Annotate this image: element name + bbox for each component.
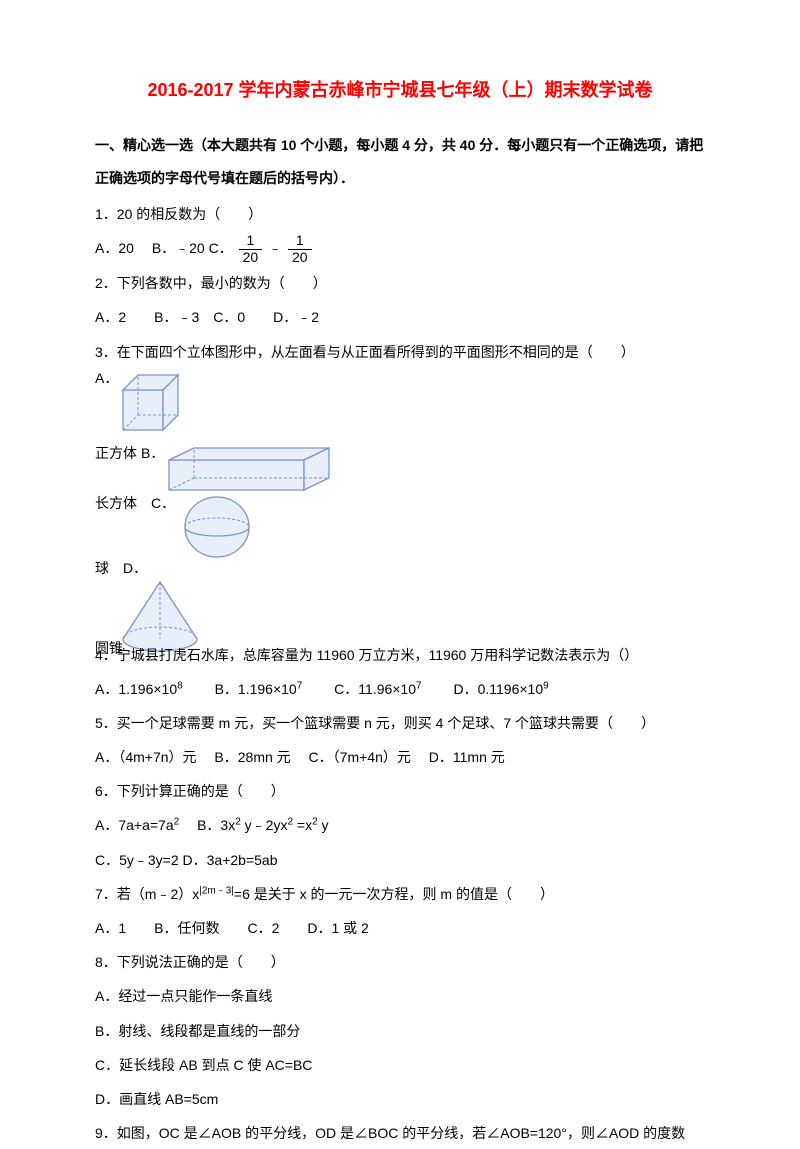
question-2-options: A．2 B．﹣3 C．0 D．﹣2 [95, 301, 705, 333]
frac-num: 1 [288, 233, 312, 249]
question-5-options: A．（4m+7n）元 B．28mn 元 C．（7m+4n）元 D．11mn 元 [95, 741, 705, 773]
q1-frac-c: 1 20 [239, 233, 263, 265]
q3-d-label: D． [123, 560, 147, 577]
question-3: 3．在下面四个立体图形中，从左面看与从正面看所得到的平面图形不相同的是（ ） [95, 336, 705, 368]
q3-c-name: 球 [95, 560, 109, 577]
question-8-a: A．经过一点只能作一条直线 [95, 980, 705, 1012]
cube-icon [118, 370, 193, 445]
q4-b: B．1.196×10 [187, 681, 297, 697]
q1-neg: ﹣ [268, 240, 282, 256]
question-5: 5．买一个足球需要 m 元，买一个篮球需要 n 元，则买 4 个足球、7 个篮球… [95, 707, 705, 739]
question-9: 9．如图，OC 是∠AOB 的平分线，OD 是∠BOC 的平分线，若∠AOB=1… [95, 1117, 705, 1149]
q3-option-c: 长方体 C． [95, 495, 705, 560]
question-4: 4．宁城县打虎石水库，总库容量为 11960 万立方米，11960 万用科学记数… [95, 639, 705, 671]
question-8-b: B．射线、线段都是直线的一部分 [95, 1015, 705, 1047]
page-title: 2016-2017 学年内蒙古赤峰市宁城县七年级（上）期末数学试卷 [95, 70, 705, 111]
q4-a: A．1.196×10 [95, 681, 177, 697]
sphere-icon [175, 495, 260, 560]
q6-bs3: 2 [312, 817, 318, 828]
q3-a-name: 正方体 [95, 445, 137, 462]
question-4-options: A．1.196×108 B．1.196×107 C．11.96×107 D．0.… [95, 673, 705, 705]
cuboid-icon [164, 445, 339, 495]
question-7-options: A．1 B．任何数 C．2 D．1 或 2 [95, 912, 705, 944]
q6-a-sup: 2 [174, 817, 180, 828]
question-6-options-1: A．7a+a=7a2 B．3x2 y﹣2yx2 =x2 y [95, 809, 705, 841]
q7-pre: 7．若（m﹣2）x [95, 886, 199, 902]
q1-opt-a: A．20 [95, 240, 134, 256]
question-8-d: D．画直线 AB=5cm [95, 1083, 705, 1115]
question-1: 1．20 的相反数为（ ） [95, 198, 705, 230]
q7-post: =6 是关于 x 的一元一次方程，则 m 的值是（ ） [234, 886, 554, 902]
question-1-options: A．20 B．﹣20 C． 1 20 ﹣ 1 20 [95, 232, 705, 265]
section-heading: 一、精心选一选（本大题共有 10 个小题，每小题 4 分，共 40 分．每小题只… [95, 129, 705, 193]
q6-b3: =x [297, 817, 312, 833]
q1-frac-d: 1 20 [288, 233, 312, 265]
q4-d: D．0.1196×10 [425, 681, 543, 697]
q1-opt-c-pre: C． [209, 240, 233, 256]
question-7: 7．若（m﹣2）x|2m﹣3|=6 是关于 x 的一元一次方程，则 m 的值是（… [95, 878, 705, 910]
q3-option-d: 球 D． [95, 560, 705, 577]
q7-sup: |2m﹣3| [199, 885, 234, 896]
frac-den: 20 [239, 250, 263, 265]
q4-b-sup: 7 [297, 680, 303, 691]
question-2: 2．下列各数中，最小的数为（ ） [95, 267, 705, 299]
q3-b-label: B． [141, 445, 164, 462]
q1-opt-b: B．﹣20 [152, 240, 205, 256]
question-6: 6．下列计算正确的是（ ） [95, 775, 705, 807]
q3-option-a: A． [95, 370, 705, 445]
question-8: 8．下列说法正确的是（ ） [95, 946, 705, 978]
q3-c-label: C． [151, 495, 175, 512]
q6-bs1: 2 [235, 817, 241, 828]
q4-c-sup: 7 [416, 680, 422, 691]
frac-num: 1 [239, 233, 263, 249]
q4-a-sup: 8 [177, 680, 183, 691]
q6-b2: y﹣2yx [245, 817, 288, 833]
q6-b4: y [322, 817, 329, 833]
q3-a-label: A． [95, 370, 118, 387]
question-6-options-2: C．5y﹣3y=2 D．3a+2b=5ab [95, 844, 705, 876]
q6-b1: B．3x [183, 817, 235, 833]
q3-b-name: 长方体 [95, 495, 137, 512]
q4-c: C．11.96×10 [306, 681, 416, 697]
q6-bs2: 2 [287, 817, 293, 828]
q6-a: A．7a+a=7a [95, 817, 174, 833]
q3-option-b: 正方体 B． [95, 445, 705, 495]
q4-d-sup: 9 [543, 680, 549, 691]
question-8-c: C．延长线段 AB 到点 C 使 AC=BC [95, 1049, 705, 1081]
frac-den: 20 [288, 250, 312, 265]
